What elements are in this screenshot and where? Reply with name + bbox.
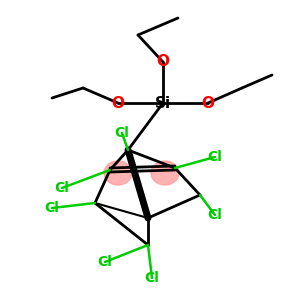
Text: O: O bbox=[112, 95, 124, 110]
Text: Cl: Cl bbox=[208, 208, 222, 222]
Text: O: O bbox=[202, 95, 214, 110]
Text: Cl: Cl bbox=[145, 271, 159, 285]
Text: Cl: Cl bbox=[55, 181, 69, 195]
Text: Cl: Cl bbox=[208, 150, 222, 164]
Text: Si: Si bbox=[155, 95, 171, 110]
Text: Cl: Cl bbox=[115, 126, 129, 140]
Text: Cl: Cl bbox=[98, 255, 112, 269]
Ellipse shape bbox=[151, 161, 179, 185]
Text: O: O bbox=[157, 55, 169, 70]
Ellipse shape bbox=[104, 161, 132, 185]
Text: Cl: Cl bbox=[45, 201, 59, 215]
